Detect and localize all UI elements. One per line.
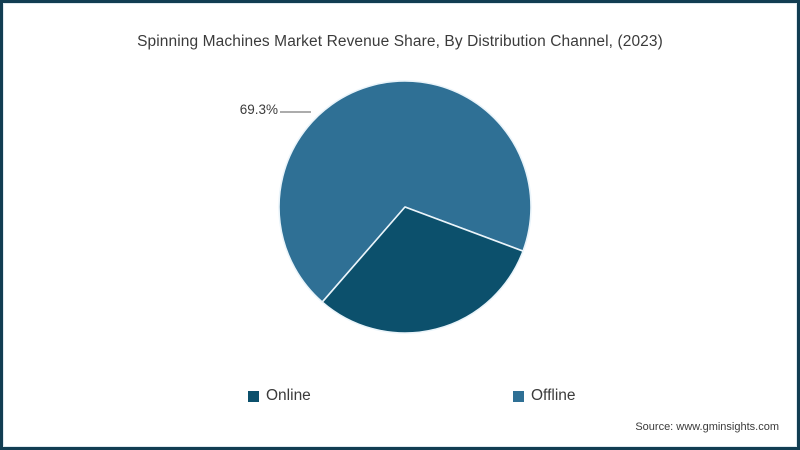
- source-attribution: Source: www.gminsights.com: [635, 421, 779, 433]
- legend-label-offline: Offline: [531, 387, 576, 404]
- pie-chart-svg: [278, 80, 532, 334]
- page-title: Spinning Machines Market Revenue Share, …: [137, 33, 663, 50]
- legend-swatch-online: [248, 390, 259, 402]
- legend-label-online: Online: [266, 387, 311, 404]
- legend-swatch-offline: [513, 390, 524, 402]
- legend-item-online[interactable]: Online: [248, 387, 311, 405]
- pie-slices: [278, 80, 532, 334]
- slice-value-label-offline: 69.3%: [239, 102, 278, 117]
- pie-slice-online[interactable]: [321, 206, 524, 334]
- chart-legend: Online Offline: [3, 387, 797, 411]
- pie-chart-plot-area: 69.3%: [3, 3, 797, 447]
- legend-item-offline[interactable]: Offline: [513, 387, 576, 405]
- pie-slice-offline[interactable]: [278, 80, 532, 303]
